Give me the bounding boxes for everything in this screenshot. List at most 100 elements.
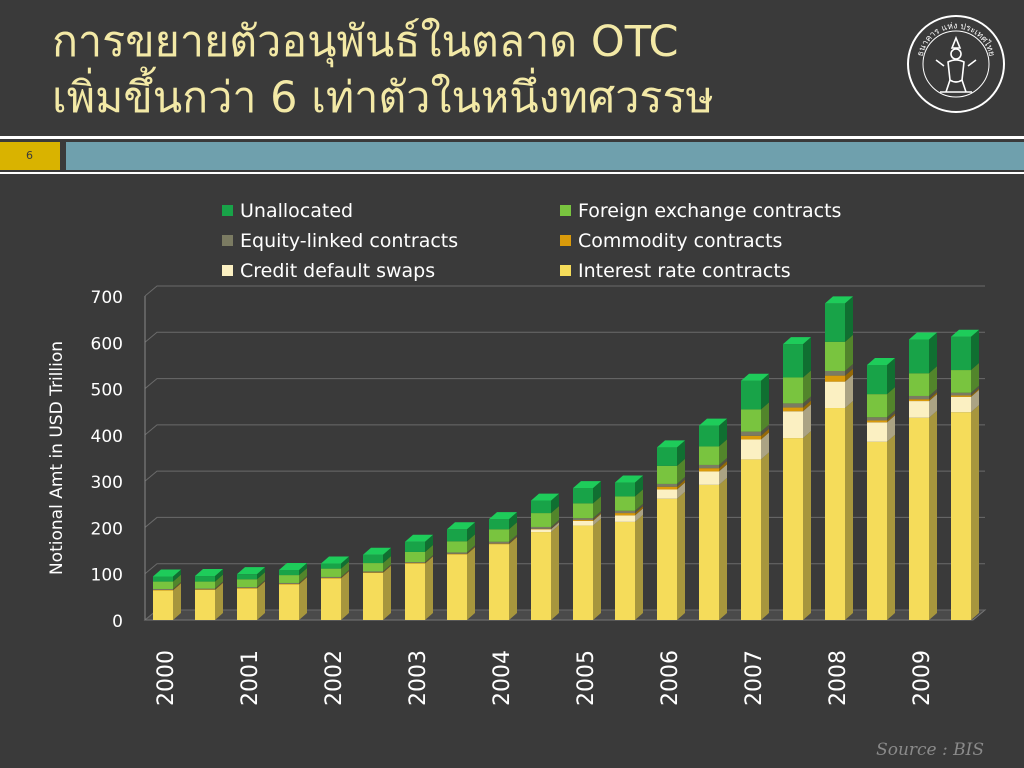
bar-top <box>195 569 223 577</box>
bar-segment-side <box>971 329 979 371</box>
bar-segment <box>867 417 887 421</box>
bar-segment-side <box>761 373 769 410</box>
bar-segment <box>237 574 257 580</box>
bar-segment-side <box>845 374 853 409</box>
bar-segment <box>447 553 467 555</box>
bar-segment-side <box>551 522 559 533</box>
bar-segment <box>363 563 383 572</box>
bar-segment-side <box>257 581 265 620</box>
bar-segment <box>237 588 257 620</box>
bar-segment-side <box>299 575 307 584</box>
bar-segment-side <box>803 404 811 439</box>
bar-segment <box>867 422 887 442</box>
gridline-500 <box>144 378 985 389</box>
bar-segment <box>195 589 215 590</box>
y-tick-label: 600 <box>91 334 123 354</box>
bar-segment <box>195 576 215 582</box>
x-tick-label: 2008 <box>826 650 851 706</box>
bar-segment <box>531 526 551 529</box>
bar-segment-side <box>509 522 517 542</box>
bar-segment-side <box>845 368 853 382</box>
bar-segment-side <box>761 432 769 460</box>
source-note: Source : BIS <box>876 740 984 760</box>
bar-segment-side <box>803 431 811 620</box>
legend-label: Equity-linked contracts <box>240 230 458 252</box>
bar-segment <box>489 529 509 542</box>
bar-segment <box>615 482 635 497</box>
accent-band <box>66 142 1024 170</box>
slide-title: การขยายตัวอนุพันธ์ในตลาด OTC เพิ่มขึ้นกว… <box>52 14 892 126</box>
bar-segment-side <box>803 370 811 404</box>
bar-segment <box>657 498 677 620</box>
bar-segment <box>657 486 677 490</box>
bar-segment-side <box>719 457 727 469</box>
bar-segment-side <box>593 496 601 519</box>
bar-segment-side <box>635 506 643 516</box>
bar-segment <box>699 464 719 469</box>
bar-segment <box>867 441 887 620</box>
bar-segment-side <box>509 512 517 530</box>
bar-segment <box>699 446 719 465</box>
bar-segment <box>741 459 761 620</box>
bar-segment-side <box>761 424 769 436</box>
bar-segment-side <box>551 493 559 514</box>
bar-segment-side <box>887 415 895 442</box>
y-axis-label: Notional Amt in USD Trillion <box>47 341 67 575</box>
bar-segment <box>321 576 341 578</box>
bar-segment-side <box>971 388 979 397</box>
bar-segment <box>447 541 467 553</box>
bar-segment <box>447 529 467 542</box>
x-tick-label: 2003 <box>406 650 431 706</box>
bar-segment-side <box>971 405 979 620</box>
bar-top <box>657 440 685 448</box>
bar-segment <box>741 431 761 436</box>
bar-segment <box>363 572 383 573</box>
bar-segment-side <box>593 518 601 620</box>
bar-segment-side <box>761 428 769 440</box>
bar-segment <box>153 589 173 591</box>
y-tick-label: 500 <box>91 381 123 401</box>
bar-segment-side <box>677 482 685 499</box>
x-tick-label: 2004 <box>490 650 515 706</box>
bar-segment-side <box>257 572 265 588</box>
bar-segment <box>573 503 593 519</box>
bar-segment-side <box>509 537 517 620</box>
bar-segment-side <box>299 563 307 576</box>
bar-segment-side <box>803 396 811 408</box>
band-rule <box>0 172 1024 174</box>
bar-segment-side <box>845 363 853 376</box>
bar-segment <box>279 575 299 583</box>
bar-segment-side <box>929 392 937 402</box>
bar-segment <box>153 590 173 620</box>
bar-segment <box>741 380 761 410</box>
bar-segment-side <box>173 574 181 589</box>
bar-segment <box>825 370 845 376</box>
bar-segment <box>573 520 593 526</box>
legend-swatch <box>222 235 233 246</box>
bar-segment-side <box>887 434 895 620</box>
bar-segment-side <box>971 363 979 393</box>
bar-segment-side <box>425 534 433 552</box>
bar-segment <box>405 551 425 563</box>
bar-segment <box>447 552 467 554</box>
x-tick-label: 2009 <box>910 650 935 706</box>
slide-number-band: 6 <box>0 142 1024 170</box>
bar-segment-side <box>719 439 727 465</box>
bar-segment <box>363 571 383 573</box>
bar-segment-side <box>215 581 223 590</box>
bar-segment-side <box>467 545 475 554</box>
bar-segment <box>531 528 551 530</box>
bar-segment-side <box>467 534 475 553</box>
bar-segment-side <box>551 525 559 620</box>
bar-segment <box>573 518 593 521</box>
bar-segment <box>783 407 803 412</box>
bar-top <box>825 296 853 304</box>
gridline-300 <box>144 470 985 482</box>
bar-segment-side <box>971 389 979 413</box>
bar-segment-side <box>215 569 223 582</box>
bar-segment-side <box>383 565 391 573</box>
bar-segment-side <box>929 388 937 400</box>
bar-segment <box>279 583 299 585</box>
bar-segment <box>237 588 257 589</box>
bar-segment <box>279 582 299 584</box>
